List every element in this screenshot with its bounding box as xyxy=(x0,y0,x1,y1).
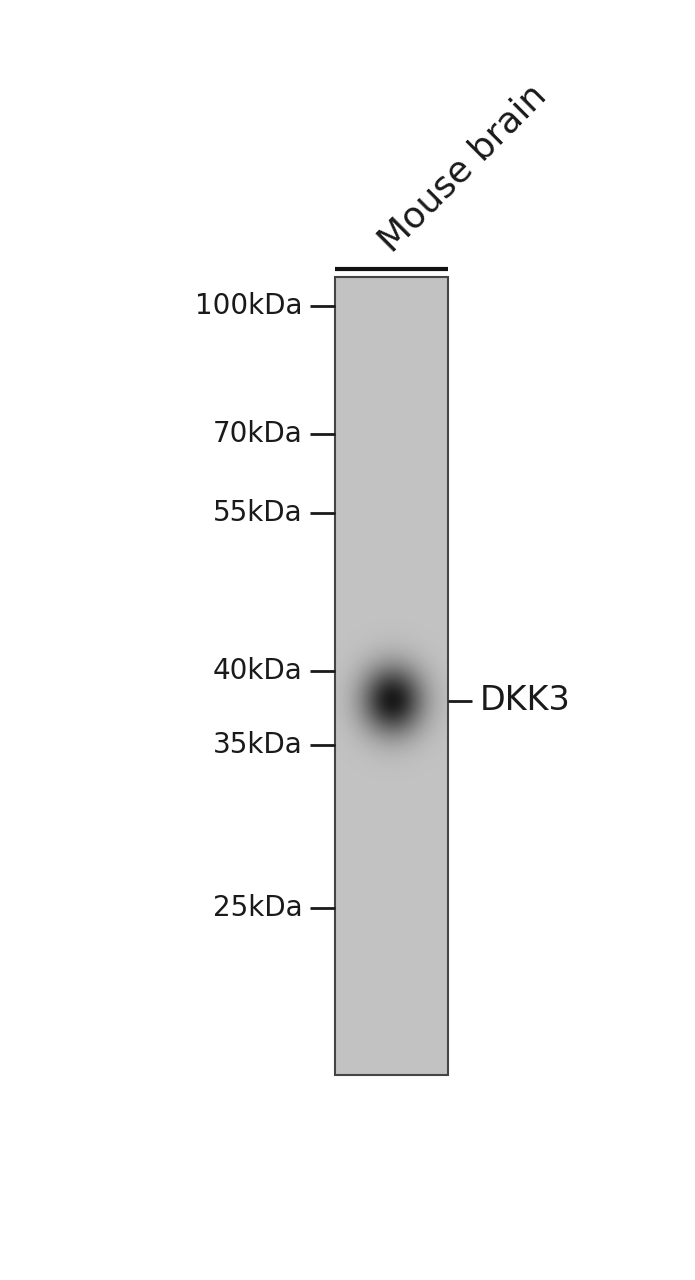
Text: 55kDa: 55kDa xyxy=(213,499,302,527)
Text: 40kDa: 40kDa xyxy=(213,657,302,685)
Text: 35kDa: 35kDa xyxy=(213,731,302,759)
Text: Mouse brain: Mouse brain xyxy=(373,78,553,259)
Bar xyxy=(335,276,448,1075)
Text: 100kDa: 100kDa xyxy=(195,292,302,320)
Text: DKK3: DKK3 xyxy=(480,684,571,717)
Text: 70kDa: 70kDa xyxy=(213,421,302,448)
Text: 25kDa: 25kDa xyxy=(213,893,302,922)
